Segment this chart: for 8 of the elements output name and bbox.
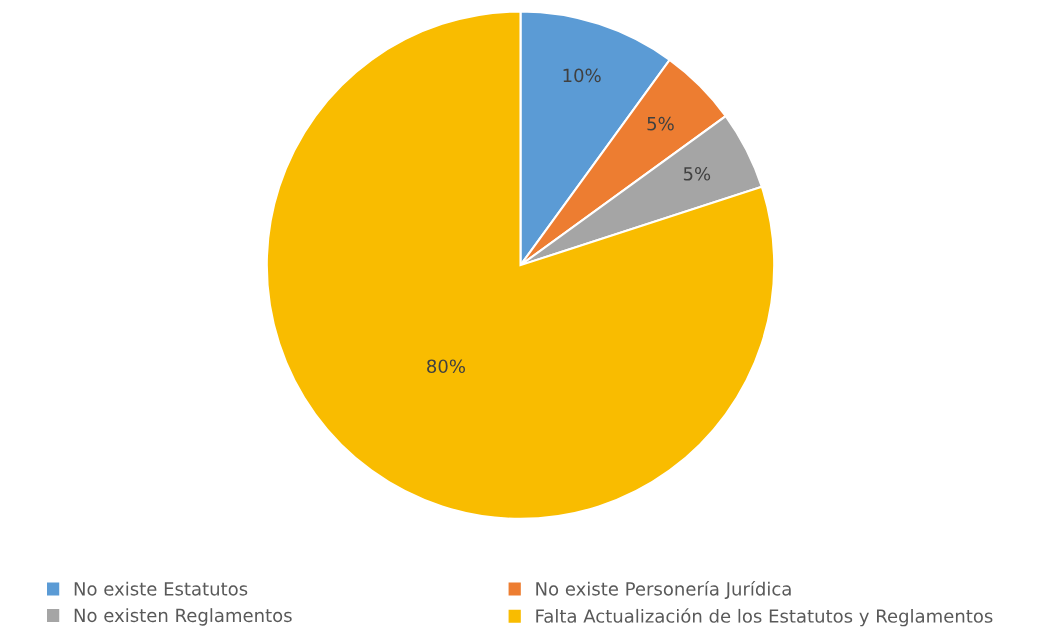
legend-label: No existen Reglamentos [74,608,292,626]
data-label: 5% [683,166,711,181]
legend-label: No existe Estatutos [74,581,248,596]
legend-label: No existe Personería Jurídica [536,580,791,599]
data-label: 5% [647,116,674,131]
data-label: 10% [563,68,601,83]
data-label: 80% [427,359,465,374]
legend-label: Falta Actualización de los Estatutos y Reglamentos [536,608,993,627]
